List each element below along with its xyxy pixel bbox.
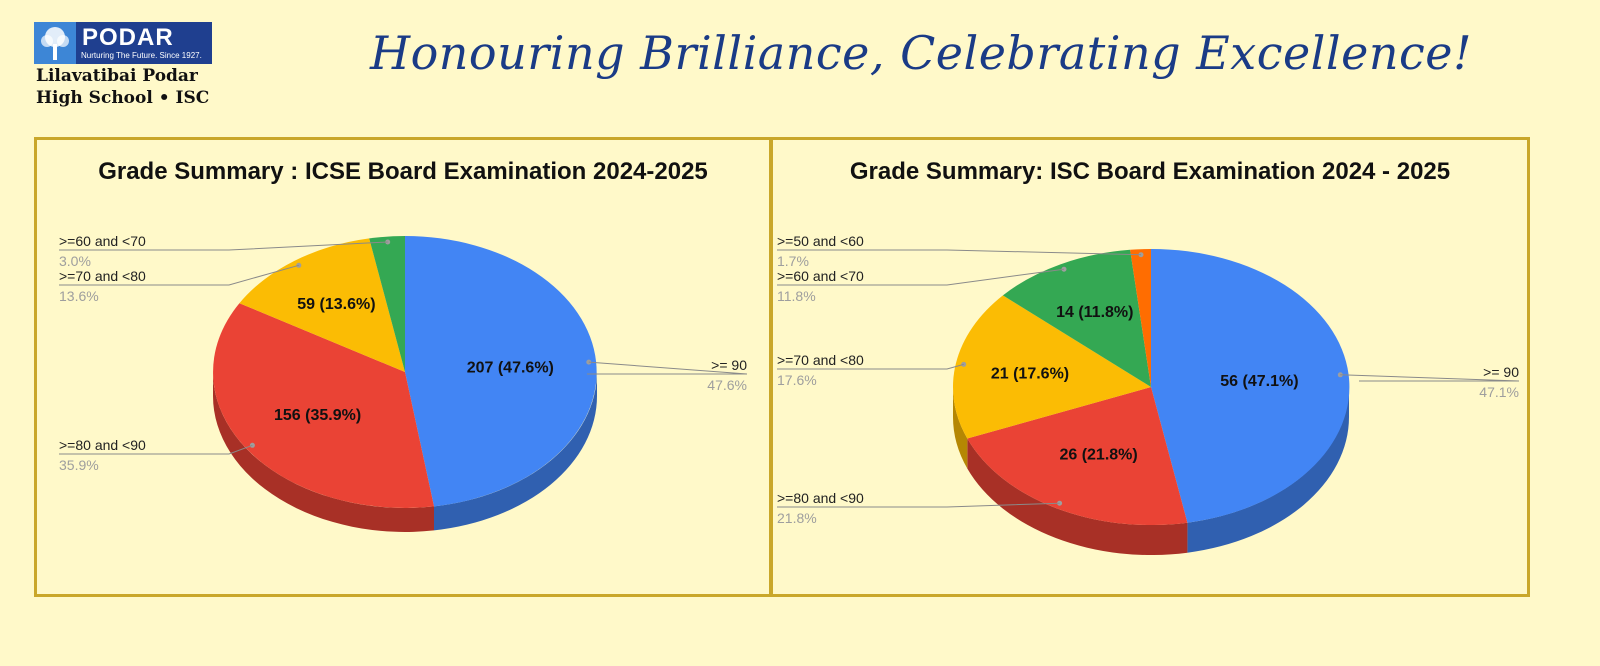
slice-data-label-3: 14 (11.8%) [1056, 304, 1133, 321]
school-name: Lilavatibai Podar [36, 66, 198, 86]
pie-slice-3 [369, 236, 405, 372]
page-headline: Honouring Brilliance, Celebrating Excell… [370, 26, 1472, 80]
legend-label-3: >=60 and <70 3.0% [59, 233, 391, 269]
legend-label-1: >=80 and <90 35.9% [59, 437, 255, 473]
legend-label-2: >=70 and <80 13.6% [59, 262, 302, 304]
logo-tagline: Nurturing The Future. Since 1927. [81, 51, 202, 60]
legend-percent: 35.9% [59, 457, 99, 473]
pie-side-1 [213, 372, 434, 532]
logo-brand: PODAR [82, 24, 174, 51]
legend-category: >=50 and <60 [777, 233, 864, 249]
legend-label-0: >= 90 47.6% [586, 357, 747, 393]
pie-slice-1 [967, 387, 1188, 526]
pie-side-0 [434, 372, 597, 531]
slice-data-label-0: 207 (47.6%) [467, 359, 554, 376]
legend-category: >=70 and <80 [777, 352, 864, 368]
slice-data-label-1: 156 (35.9%) [274, 407, 361, 424]
slice-data-label-0: 56 (47.1%) [1220, 373, 1298, 390]
icse-chart-panel: Grade Summary : ICSE Board Examination 2… [34, 137, 772, 597]
pie-slice-4 [1130, 249, 1151, 387]
legend-category: >=60 and <70 [777, 268, 864, 284]
pie-side-1 [967, 438, 1188, 556]
chart-title: Grade Summary : ICSE Board Examination 2… [98, 158, 708, 185]
icse-pie-chart: 207 (47.6%) 156 (35.9%) 59 (13.6%) >= 90 47.… [59, 233, 747, 532]
pie-side-0 [1187, 387, 1349, 553]
legend-category: >= 90 [1483, 364, 1519, 380]
legend-category: >=60 and <70 [59, 233, 146, 249]
legend-percent: 47.1% [1479, 384, 1519, 400]
pie-slice-2 [952, 295, 1151, 439]
pie-slice-3 [1002, 249, 1151, 387]
legend-category: >= 90 [711, 357, 747, 373]
pie-slice-1 [213, 303, 434, 508]
tree-icon [34, 22, 76, 64]
legend-category: >=80 and <90 [777, 490, 864, 506]
legend-label-2: >=70 and <80 17.6% [777, 352, 967, 388]
legend-category: >=80 and <90 [59, 437, 146, 453]
legend-percent: 1.7% [777, 253, 809, 269]
pie-slices [213, 236, 597, 508]
pie-slice-0 [405, 236, 597, 507]
legend-label-3: >=60 and <70 11.8% [777, 266, 1067, 304]
pie-slice-2 [239, 238, 405, 372]
pie-sides [953, 387, 1349, 556]
slice-data-label-1: 26 (21.8%) [1059, 447, 1137, 464]
legend-percent: 11.8% [777, 288, 816, 304]
legend-percent: 21.8% [777, 510, 817, 526]
pie-sides [213, 372, 597, 532]
school-subtitle: High School • ISC [36, 88, 210, 108]
isc-pie-chart: 56 (47.1%) 26 (21.8%) 21 (17.6%) 14 (11.8%)… [777, 233, 1519, 556]
legend-label-1: >=80 and <90 21.8% [777, 490, 1063, 526]
legend-category: >=70 and <80 [59, 268, 146, 284]
legend-label-0: >= 90 47.1% [1337, 364, 1519, 400]
legend-percent: 17.6% [777, 372, 817, 388]
slice-data-label-2: 59 (13.6%) [297, 296, 375, 313]
legend-percent: 47.6% [707, 377, 747, 393]
slice-data-label-2: 21 (17.6%) [991, 365, 1069, 382]
pie-side-2 [953, 387, 968, 469]
legend-percent: 3.0% [59, 253, 91, 269]
pie-slices [952, 248, 1350, 526]
legend-label-4: >=50 and <60 1.7% [777, 233, 1144, 269]
isc-chart-panel: Grade Summary: ISC Board Examination 202… [770, 137, 1530, 597]
school-logo: PODAR Nurturing The Future. Since 1927. … [34, 22, 212, 110]
chart-title: Grade Summary: ISC Board Examination 202… [849, 158, 1451, 185]
pie-slice-0 [1151, 248, 1350, 523]
legend-percent: 13.6% [59, 288, 99, 304]
